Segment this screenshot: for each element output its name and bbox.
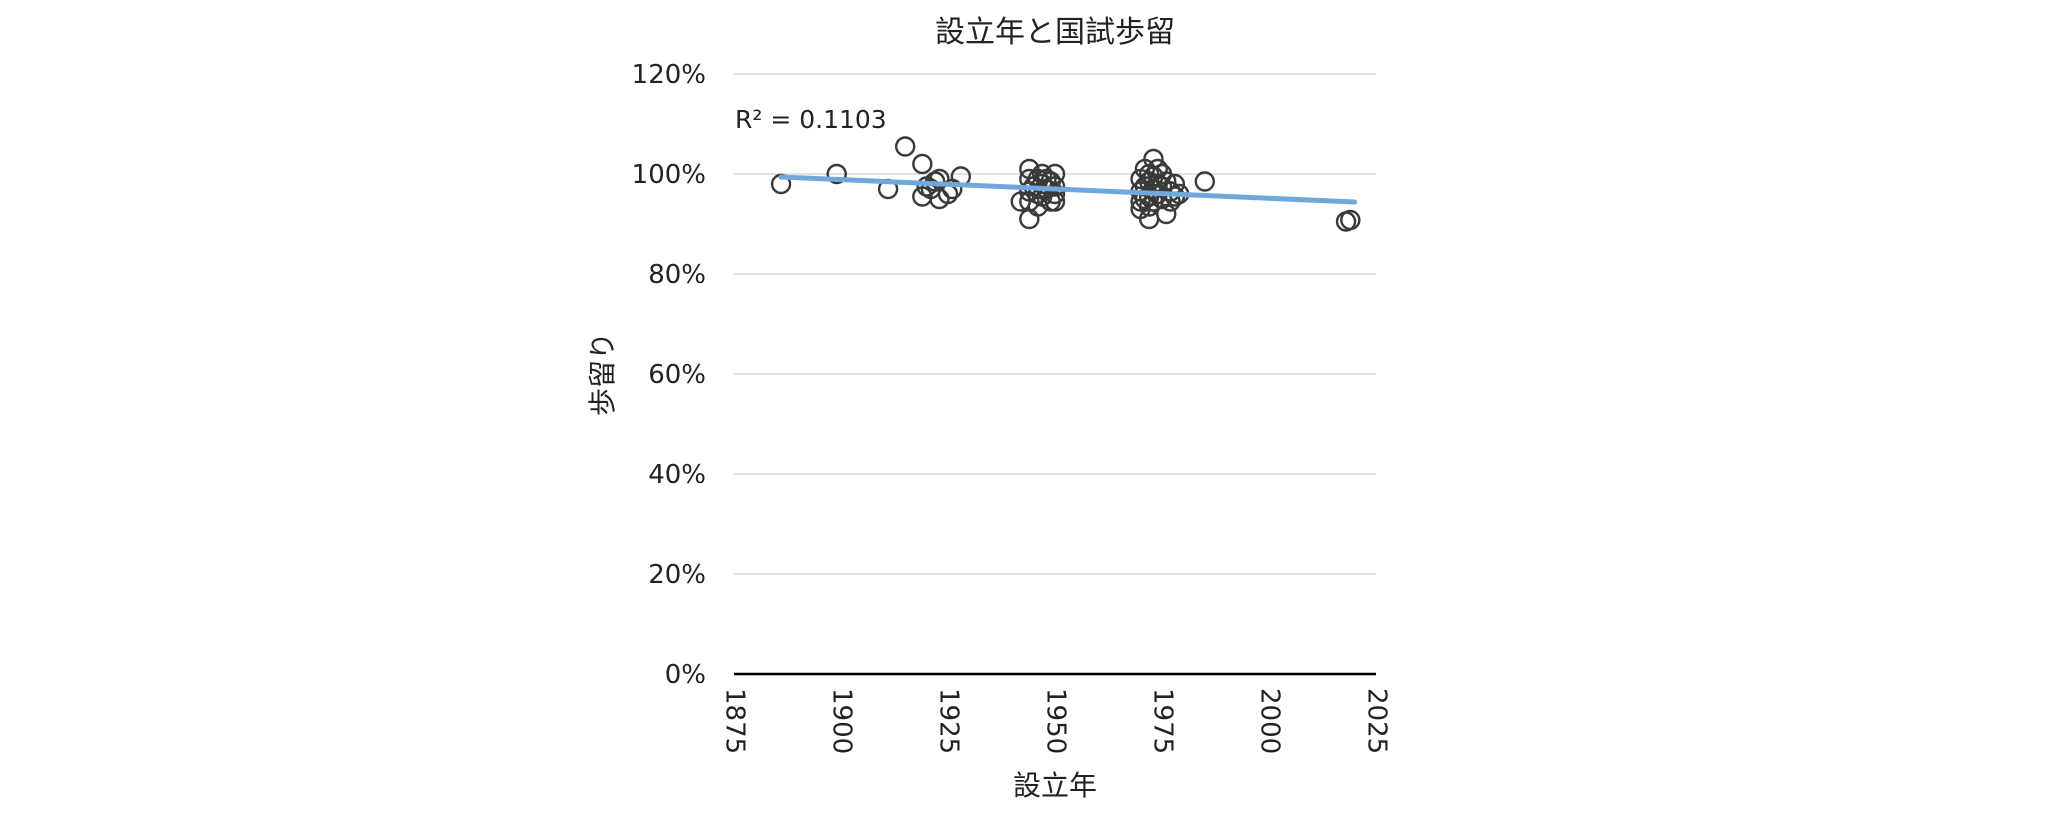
y-tick-labels: 0% 20% 40% 60% 80% 100% 120%	[632, 60, 706, 690]
y-tick-label: 60%	[648, 360, 706, 390]
data-points	[770, 136, 1361, 232]
data-point	[1044, 191, 1066, 212]
y-axis-title: 歩留り	[586, 332, 619, 416]
y-tick-label: 120%	[632, 60, 706, 90]
y-tick-label: 80%	[648, 260, 706, 290]
x-tick-labels: 1875 1900 1925 1950 1975 2000 2025	[720, 688, 1392, 754]
y-tick-label: 100%	[632, 160, 706, 190]
x-tick-label: 1875	[720, 688, 750, 754]
y-tick-label: 20%	[648, 560, 706, 590]
x-axis-title: 設立年	[1013, 769, 1097, 802]
data-point	[912, 153, 933, 175]
x-tick-label: 1975	[1148, 688, 1178, 754]
y-tick-label: 0%	[665, 660, 706, 690]
x-tick-label: 2000	[1255, 688, 1285, 754]
gridlines	[734, 73, 1376, 575]
x-tick-label: 1900	[827, 688, 857, 754]
data-point	[1044, 163, 1066, 185]
data-point	[1340, 209, 1361, 231]
data-point	[826, 163, 847, 185]
data-point	[1019, 208, 1040, 230]
data-point	[895, 136, 916, 157]
x-tick-label: 1950	[1041, 688, 1071, 754]
data-point	[1031, 173, 1053, 195]
trendline	[778, 174, 1358, 205]
chart-title: 設立年と国試歩留	[935, 15, 1175, 50]
x-tick-label: 2025	[1362, 688, 1392, 754]
data-point	[929, 168, 950, 190]
r-squared-annotation: R² = 0.1103	[735, 105, 887, 134]
x-tick-label: 1925	[934, 688, 964, 754]
data-point	[1156, 171, 1177, 192]
data-point	[1156, 203, 1177, 225]
data-point	[1194, 171, 1216, 192]
data-point	[1044, 183, 1066, 205]
y-tick-label: 40%	[648, 460, 706, 490]
